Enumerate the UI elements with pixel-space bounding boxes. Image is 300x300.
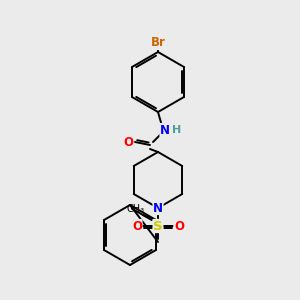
- Text: O: O: [123, 136, 133, 148]
- Text: N: N: [153, 202, 163, 214]
- Text: O: O: [132, 220, 142, 232]
- Text: Br: Br: [151, 37, 165, 50]
- Text: H: H: [172, 125, 182, 135]
- Text: CH₃: CH₃: [127, 204, 145, 214]
- Text: S: S: [153, 220, 163, 232]
- Text: N: N: [160, 124, 170, 136]
- Text: O: O: [174, 220, 184, 232]
